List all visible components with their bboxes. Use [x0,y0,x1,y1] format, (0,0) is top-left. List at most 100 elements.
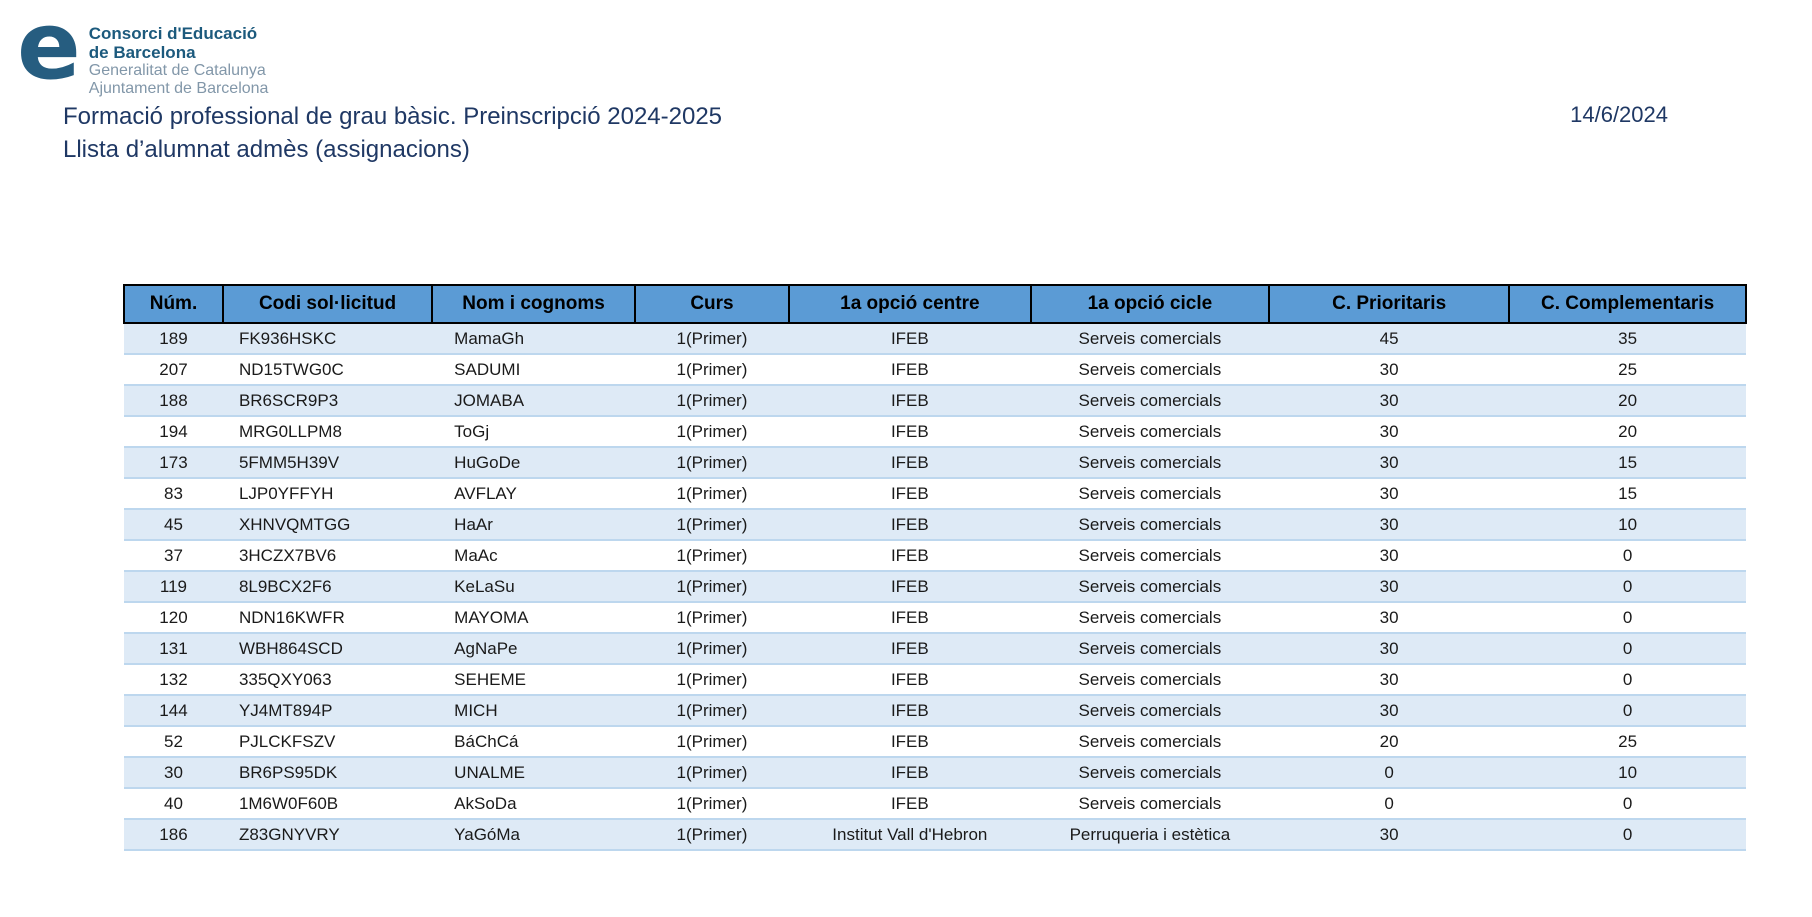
table-cell: WBH864SCD [238,638,343,658]
column-header-curs: Curs [633,284,791,324]
table-cell: 30 [1379,514,1399,534]
table-cell: BáChCá [454,731,519,751]
column-header-cicle: 1a opció cicle [1029,284,1271,324]
table-cell: 194 [159,421,188,441]
table-cell: Serveis comercials [1078,545,1222,565]
table-cell: 30 [1379,669,1399,689]
table-header-row: Núm. Codi sol·licitud Nom i cognoms Curs… [123,284,1747,324]
table-cell: 1(Primer) [676,731,748,751]
table-cell: Institut Vall d'Hebron [832,824,988,844]
table-cell: 1(Primer) [676,576,748,596]
column-header-prioritaris: C. Prioritaris [1268,284,1511,324]
table-cell: 40 [164,793,183,813]
table-cell: BR6PS95DK [238,762,338,782]
table-cell: Serveis comercials [1078,762,1222,782]
table-cell: 173 [159,452,188,472]
table-cell: 0 [1622,793,1633,813]
table-cell: IFEB [890,576,929,596]
table-cell: 0 [1384,793,1394,813]
logo-org-line1: Consorci d'Educació [88,24,258,43]
table-cell: 1(Primer) [676,762,748,782]
table-cell: 3HCZX7BV6 [238,545,337,565]
table-row: 37 3HCZX7BV6 MaAc 1(Primer) IFEB Serveis come… [124,540,1746,571]
table-cell: Serveis comercials [1078,576,1222,596]
table-cell: 132 [159,669,188,689]
table-row: 119 8L9BCX2F6 KeLaSu 1(Primer) IFEB Serveis c… [124,571,1746,602]
table-cell: 37 [164,545,183,565]
table-cell: Serveis comercials [1078,607,1222,627]
table-cell: 10 [1618,514,1638,534]
table-cell: YJ4MT894P [238,700,333,720]
table-cell: IFEB [890,638,929,658]
table-cell: BR6SCR9P3 [238,390,339,410]
table-cell: MAYOMA [454,607,529,627]
table-cell: 25 [1618,731,1638,751]
table-cell: Serveis comercials [1078,700,1222,720]
table-cell: 1(Primer) [676,483,748,503]
table-cell: 120 [159,607,188,627]
table-cell: 35 [1618,328,1638,348]
table-cell: Z83GNYVRY [238,824,340,844]
table-cell: 30 [1379,483,1399,503]
table-cell: 30 [1379,576,1399,596]
table-cell: IFEB [890,328,929,348]
table-cell: 30 [1379,638,1399,658]
table-cell: MRG0LLPM8 [238,421,342,441]
table-cell: IFEB [890,452,929,472]
table-cell: 1(Primer) [676,390,748,410]
table-cell: 1(Primer) [676,545,748,565]
table-cell: IFEB [890,421,929,441]
table-cell: MICH [454,700,498,720]
table-cell: 119 [159,576,188,596]
table-cell: 1(Primer) [676,669,748,689]
column-header-centre: 1a opció centre [788,284,1032,324]
table-cell: 0 [1622,576,1633,596]
table-cell: 20 [1618,421,1638,441]
admissions-table: Núm. Codi sol·licitud Nom i cognoms Curs… [123,284,1747,851]
table-cell: MaAc [454,545,498,565]
table-cell: 10 [1618,762,1638,782]
table-cell: KeLaSu [454,576,515,596]
document-date: 14/6/2024 [1570,102,1668,127]
table-cell: 186 [159,824,188,844]
table-cell: 5FMM5H39V [238,452,340,472]
table-row: 120 NDN16KWFR MAYOMA 1(Primer) IFEB Serveis c… [124,602,1746,633]
table-cell: 0 [1622,669,1633,689]
table-cell: UNALME [454,762,526,782]
table-cell: 30 [1379,390,1399,410]
table-cell: FK936HSKC [238,328,337,348]
table-cell: SEHEME [454,669,526,689]
page-subtitle: Llista d’alumnat admès (assignacions) [63,136,470,164]
table-cell: 30 [1379,700,1399,720]
consorci-logo-icon: e [17,0,81,101]
table-cell: 30 [1379,421,1399,441]
table-row: 30 BR6PS95DK UNALME 1(Primer) IFEB Serveis co… [124,757,1746,788]
table-cell: 189 [159,328,188,348]
table-row: 189 FK936HSKC MamaGh 1(Primer) IFEB Serveis c… [124,323,1746,354]
table-cell: Serveis comercials [1078,359,1222,379]
table-row: 194 MRG0LLPM8 ToGj 1(Primer) IFEB Serveis com… [124,416,1746,447]
table-row: 186 Z83GNYVRY YaGóMa 1(Primer) Institut Vall… [124,819,1746,850]
table-cell: 30 [1379,824,1399,844]
table-row: 207 ND15TWG0C SADUMI 1(Primer) IFEB Serveis c… [124,354,1746,385]
table-cell: IFEB [890,700,929,720]
column-header-complementaris: C. Complementaris [1508,284,1747,324]
table-cell: IFEB [890,390,929,410]
table-cell: 15 [1618,452,1638,472]
table-cell: 1(Primer) [676,421,748,441]
table-cell: AkSoDa [454,793,517,813]
table-cell: 144 [159,700,188,720]
table-cell: 30 [164,762,183,782]
column-header-num: Núm. [123,284,224,324]
table-cell: AgNaPe [454,638,518,658]
table-cell: HaAr [454,514,493,534]
table-cell: IFEB [890,483,929,503]
table-cell: IFEB [890,669,929,689]
table-cell: 15 [1618,483,1638,503]
table-row: 40 1M6W0F60B AkSoDa 1(Primer) IFEB Serveis co… [124,788,1746,819]
table-cell: ToGj [454,421,490,441]
table-row: 83 LJP0YFFYH AVFLAY 1(Primer) IFEB Serveis co… [124,478,1746,509]
table-cell: 45 [164,514,183,534]
table-cell: IFEB [890,359,929,379]
